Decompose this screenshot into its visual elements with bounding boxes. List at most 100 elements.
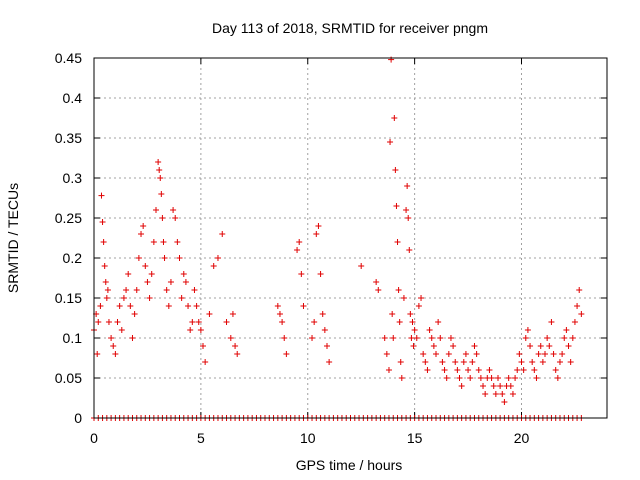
- data-point: [125, 271, 132, 277]
- data-point: [152, 207, 159, 213]
- data-point: [565, 343, 572, 349]
- data-point: [512, 375, 519, 381]
- data-point: [408, 335, 415, 341]
- data-point: [127, 303, 134, 309]
- data-point: [409, 319, 416, 325]
- data-point: [524, 327, 531, 333]
- data-point: [167, 279, 174, 285]
- y-tick-label: 0.45: [55, 50, 82, 66]
- data-point: [112, 351, 119, 357]
- data-point: [469, 359, 476, 365]
- data-point: [176, 255, 183, 261]
- data-point: [576, 287, 583, 293]
- data-point: [509, 391, 516, 397]
- data-point: [559, 351, 566, 357]
- data-point: [281, 335, 288, 341]
- data-point: [499, 391, 506, 397]
- data-point: [516, 351, 523, 357]
- data-point: [456, 375, 463, 381]
- data-point: [422, 359, 429, 365]
- data-point: [475, 367, 482, 373]
- data-point: [276, 311, 283, 317]
- axis-ticks: 0 0.05 0.1 0.15 0.2 0.25 0.3 0.35 0.4 0.45 0 5 10 15 2…: [55, 50, 607, 446]
- data-point: [514, 367, 521, 373]
- data-point: [405, 215, 412, 221]
- data-point: [319, 311, 326, 317]
- data-point: [321, 327, 328, 333]
- data-point: [98, 192, 105, 199]
- data-point: [501, 399, 508, 405]
- data-point: [507, 383, 514, 389]
- data-point: [392, 167, 399, 173]
- data-point: [482, 391, 489, 397]
- data-point: [170, 207, 177, 213]
- data-point: [578, 311, 585, 317]
- y-axis-label: SRMTID / TECUs: [5, 183, 21, 293]
- data-point: [159, 215, 166, 221]
- data-point: [537, 343, 544, 349]
- data-point: [311, 319, 318, 325]
- data-points: [91, 56, 585, 421]
- data-point: [140, 223, 147, 229]
- data-point: [197, 327, 204, 333]
- data-point: [561, 335, 568, 341]
- data-point: [411, 327, 418, 333]
- data-point: [531, 367, 538, 373]
- data-point: [296, 239, 303, 245]
- y-tick-label: 0.2: [63, 250, 83, 266]
- data-point: [554, 375, 561, 381]
- data-point: [571, 319, 578, 325]
- data-point: [104, 287, 111, 293]
- data-point: [103, 295, 110, 301]
- x-axis-label: GPS time / hours: [296, 457, 403, 473]
- data-point: [116, 303, 123, 309]
- data-point: [135, 255, 142, 261]
- data-point: [518, 359, 525, 365]
- data-point: [274, 303, 281, 309]
- data-point: [114, 319, 121, 325]
- data-point: [550, 351, 557, 357]
- data-point: [387, 139, 394, 145]
- data-point: [200, 343, 207, 349]
- data-point: [505, 375, 512, 381]
- data-point: [385, 367, 392, 373]
- data-point: [294, 247, 301, 253]
- data-point: [298, 271, 305, 277]
- data-point: [522, 335, 529, 341]
- data-point: [283, 351, 290, 357]
- data-point: [471, 343, 478, 349]
- data-point: [533, 375, 540, 381]
- x-tick-label: 0: [90, 430, 98, 446]
- data-point: [441, 367, 448, 373]
- data-point: [447, 335, 454, 341]
- data-point: [158, 191, 165, 197]
- data-point: [390, 335, 397, 341]
- data-point: [315, 223, 322, 229]
- data-point: [123, 287, 130, 293]
- y-tick-label: 0.35: [55, 130, 82, 146]
- data-point: [407, 311, 414, 317]
- data-point: [279, 319, 286, 325]
- data-point: [206, 311, 213, 317]
- data-point: [477, 375, 484, 381]
- data-point: [527, 343, 534, 349]
- data-point: [494, 375, 501, 381]
- data-point: [313, 231, 320, 237]
- data-point: [497, 383, 504, 389]
- data-point: [454, 367, 461, 373]
- data-point: [445, 351, 452, 357]
- data-point: [480, 383, 487, 389]
- data-point: [492, 391, 499, 397]
- data-point: [133, 287, 140, 293]
- data-point: [195, 319, 202, 325]
- data-point: [437, 335, 444, 341]
- data-point: [214, 255, 221, 261]
- data-point: [462, 351, 469, 357]
- data-point: [227, 335, 234, 341]
- data-point: [150, 239, 157, 245]
- data-point: [535, 351, 542, 357]
- data-point: [317, 271, 324, 277]
- data-point: [389, 311, 396, 317]
- data-point: [105, 319, 112, 325]
- data-point: [443, 375, 450, 381]
